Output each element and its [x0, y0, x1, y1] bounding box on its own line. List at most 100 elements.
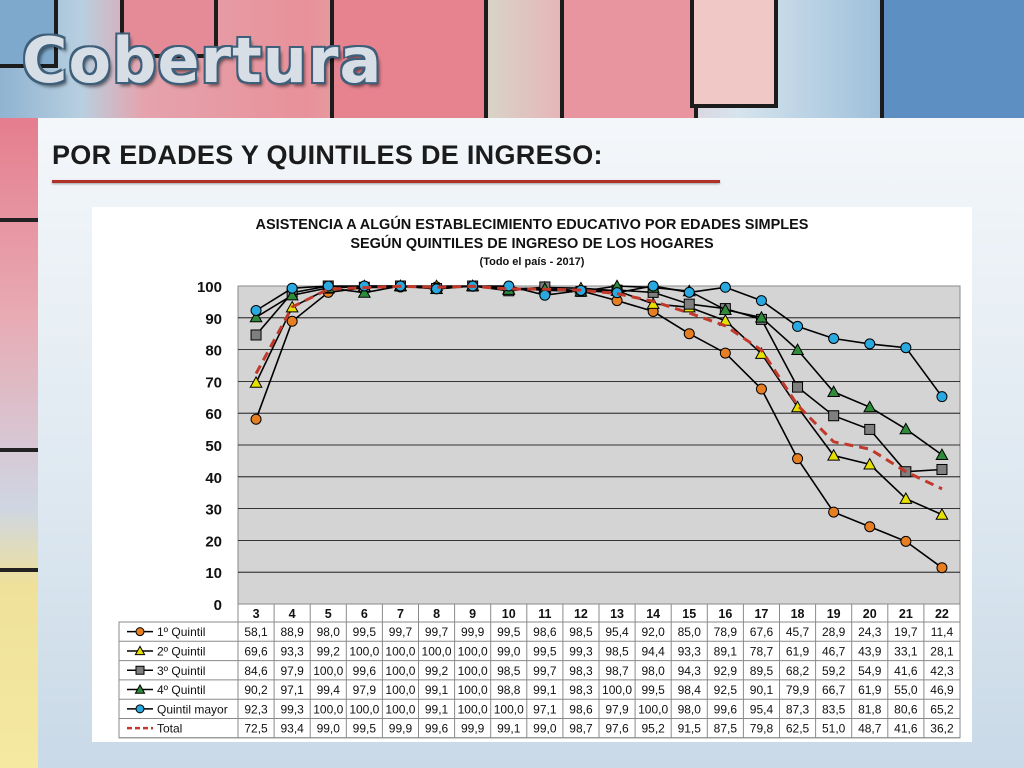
- table-cell-value: 72,5: [244, 722, 268, 736]
- y-tick-label: 40: [205, 470, 222, 487]
- table-cell-value: 97,1: [533, 702, 557, 716]
- table-cell-value: 92,3: [244, 702, 268, 716]
- decorative-banner: Cobertura: [0, 0, 1024, 118]
- data-point: [935, 448, 949, 460]
- table-cell-value: 99,5: [353, 722, 377, 736]
- table-cell-value: 78,9: [714, 625, 738, 639]
- x-tick-label: 8: [433, 607, 440, 621]
- data-point: [754, 310, 769, 323]
- table-cell-value: 98,0: [641, 664, 665, 678]
- legend-key-marker: [134, 683, 146, 694]
- table-cell-value: 98,0: [317, 625, 341, 639]
- x-tick-label: 19: [827, 607, 841, 621]
- data-point: [900, 342, 912, 354]
- table-cell-value: 93,3: [678, 644, 702, 658]
- data-point: [250, 304, 262, 316]
- data-point: [286, 282, 298, 294]
- table-cell-value: 79,8: [750, 722, 774, 736]
- table-cell-value: 98,4: [678, 683, 702, 697]
- table-cell-value: 69,6: [244, 644, 268, 658]
- x-tick-label: 22: [935, 607, 949, 621]
- y-tick-label: 20: [205, 533, 222, 550]
- x-tick-label: 20: [863, 607, 877, 621]
- x-tick-label: 21: [899, 607, 913, 621]
- table-cell-value: 99,9: [389, 722, 413, 736]
- table-cell-value: 98,6: [569, 702, 593, 716]
- data-point: [647, 280, 659, 292]
- table-cell-value: 90,1: [750, 683, 774, 697]
- y-tick-label: 0: [214, 597, 222, 614]
- table-cell-value: 95,4: [750, 702, 774, 716]
- table-cell-value: 100,0: [458, 644, 488, 658]
- table-cell-value: 79,9: [786, 683, 810, 697]
- x-tick-label: 3: [253, 607, 260, 621]
- table-cell-value: 99,7: [389, 625, 413, 639]
- table-cell-value: 98,7: [569, 722, 593, 736]
- table-cell-value: 99,9: [461, 625, 485, 639]
- legend-key-marker: [135, 665, 145, 675]
- table-cell-value: 97,6: [605, 722, 629, 736]
- table-cell-value: 98,3: [569, 664, 593, 678]
- table-cell-value: 97,9: [280, 664, 304, 678]
- table-cell-value: 92,9: [714, 664, 738, 678]
- chart-title: ASISTENCIA A ALGÚN ESTABLECIMIENTO EDUCA…: [255, 217, 809, 233]
- table-cell-value: 98,5: [605, 644, 629, 658]
- data-point: [357, 285, 371, 298]
- table-cell-value: 99,1: [425, 683, 449, 697]
- table-cell-value: 100,0: [458, 664, 488, 678]
- table-cell-value: 89,1: [714, 644, 738, 658]
- data-point: [936, 562, 948, 574]
- table-cell-value: 28,1: [930, 644, 954, 658]
- x-tick-label: 14: [646, 607, 660, 621]
- y-tick-label: 10: [205, 565, 222, 582]
- table-cell-value: 100,0: [638, 702, 668, 716]
- table-cell-value: 100,0: [385, 683, 415, 697]
- table-cell-value: 48,7: [858, 722, 882, 736]
- table-cell-value: 100,0: [494, 702, 524, 716]
- table-cell-value: 97,1: [280, 683, 304, 697]
- table-cell-value: 67,6: [750, 625, 774, 639]
- data-point: [719, 347, 731, 359]
- x-tick-label: 13: [610, 607, 624, 621]
- x-tick-label: 17: [754, 607, 768, 621]
- x-tick-label: 15: [682, 607, 696, 621]
- data-point: [828, 410, 840, 422]
- data-point: [790, 343, 805, 356]
- table-cell-value: 89,5: [750, 664, 774, 678]
- table-cell-value: 99,9: [461, 722, 485, 736]
- data-point: [755, 295, 767, 307]
- table-cell-value: 91,5: [678, 722, 702, 736]
- table-cell-value: 98,5: [569, 625, 593, 639]
- data-point: [249, 310, 263, 323]
- table-cell-value: 88,9: [280, 625, 304, 639]
- table-cell-value: 99,3: [280, 702, 304, 716]
- table-cell-value: 41,6: [894, 664, 918, 678]
- table-cell-value: 100,0: [458, 683, 488, 697]
- chart-subtitle: SEGÚN QUINTILES DE INGRESO DE LOS HOGARE…: [350, 236, 714, 252]
- table-cell-value: 78,7: [750, 644, 774, 658]
- table-cell-value: 58,1: [244, 625, 268, 639]
- table-cell-value: 66,7: [822, 683, 846, 697]
- data-point: [646, 297, 660, 309]
- table-cell-value: 99,5: [497, 625, 521, 639]
- data-point: [683, 286, 695, 298]
- data-point: [755, 383, 767, 395]
- table-cell-value: 100,0: [422, 644, 452, 658]
- data-point: [864, 338, 876, 350]
- series-line: [255, 285, 943, 456]
- data-point: [250, 413, 262, 425]
- x-tick-label: 18: [791, 607, 805, 621]
- table-cell-value: 93,4: [280, 722, 304, 736]
- chart-note: (Todo el país - 2017): [479, 256, 585, 268]
- table-cell-value: 36,2: [930, 722, 954, 736]
- data-point: [792, 453, 804, 465]
- data-point: [936, 391, 948, 403]
- table-cell-value: 85,0: [678, 625, 702, 639]
- data-point: [286, 315, 298, 327]
- y-tick-label: 80: [205, 343, 222, 360]
- data-point: [899, 491, 913, 504]
- legend-label: Quintil mayor: [157, 702, 228, 716]
- table-cell-value: 42,3: [930, 664, 954, 678]
- table-cell-value: 99,1: [425, 702, 449, 716]
- table-cell-value: 28,9: [822, 625, 846, 639]
